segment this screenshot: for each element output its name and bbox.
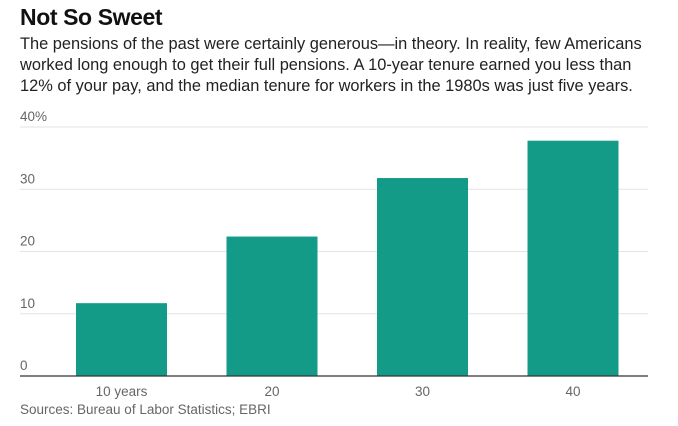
- bar: [76, 303, 167, 376]
- x-tick-label: 40: [565, 384, 580, 399]
- bar: [377, 178, 468, 376]
- bar: [226, 236, 318, 376]
- chart-title: Not So Sweet: [20, 4, 163, 30]
- y-tick-labels: 0 10 20 30 40%: [20, 109, 47, 373]
- x-tick-labels: 10 years 20 30 40: [96, 384, 581, 399]
- bar: [527, 140, 619, 376]
- chart-subtitle: The pensions of the past were certainly …: [20, 35, 642, 95]
- y-tick-label: 10: [20, 296, 35, 311]
- bar-chart: 0 10 20 30 40% 10 years 20 30 40: [20, 109, 648, 399]
- x-tick-label: 30: [415, 384, 430, 399]
- x-tick-label: 20: [264, 384, 279, 399]
- y-tick-label: 0: [20, 358, 28, 373]
- source-note: Sources: Bureau of Labor Statistics; EBR…: [20, 402, 271, 417]
- y-tick-label: 20: [20, 234, 35, 249]
- y-tick-label: 30: [20, 171, 35, 186]
- x-tick-label: 10 years: [96, 384, 148, 399]
- bars: [76, 140, 619, 376]
- y-tick-label: 40%: [20, 109, 47, 124]
